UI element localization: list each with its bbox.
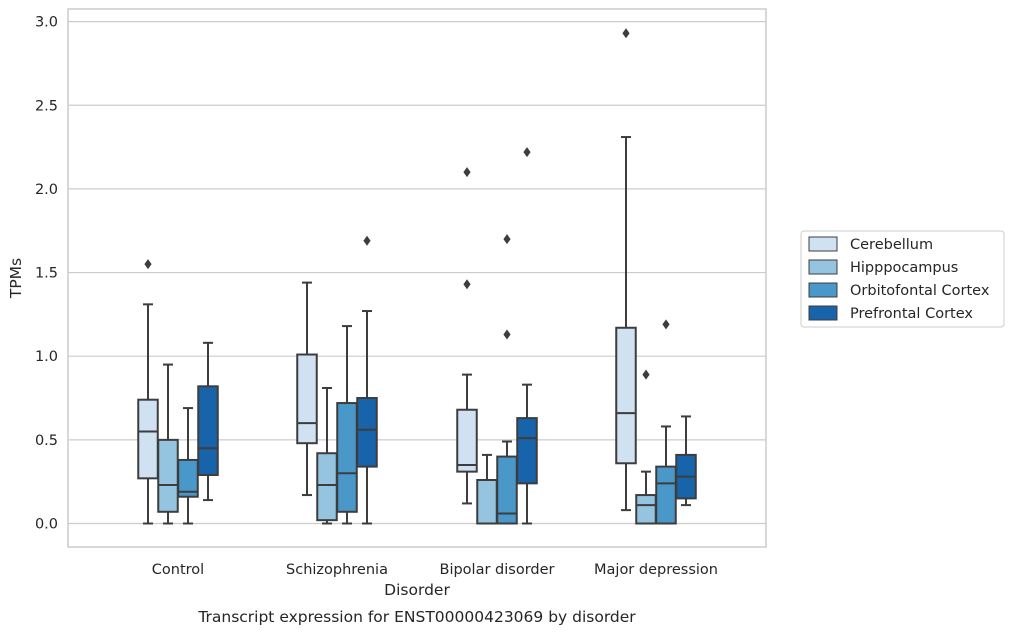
legend-label: Orbitofontal Cortex — [850, 283, 990, 299]
outlier-point — [363, 235, 371, 246]
box — [516, 147, 538, 525]
x-tick-label: Schizophrenia — [286, 562, 388, 578]
box — [476, 453, 498, 525]
y-tick-label: 2.5 — [35, 98, 58, 114]
box-body — [157, 438, 179, 513]
legend-item: Orbitofontal Cortex — [808, 282, 990, 299]
box-body — [296, 353, 318, 445]
legend-swatch — [808, 259, 838, 275]
outlier-point — [622, 28, 630, 39]
legend: Cerebellum Hipppocampus Orbitofontal Corte… — [800, 230, 1005, 328]
box-body — [197, 385, 219, 476]
outlier-point — [463, 279, 471, 290]
y-tick-label: 1.0 — [35, 349, 58, 365]
box-body — [456, 408, 478, 473]
legend-item: Cerebellum — [808, 236, 933, 253]
plot-frame — [67, 8, 767, 548]
box — [635, 369, 657, 525]
box — [675, 415, 697, 507]
y-tick-label: 0.5 — [35, 433, 58, 449]
box-body — [356, 397, 378, 468]
box — [296, 281, 318, 497]
y-axis-ticks: 0.0 0.5 1.0 1.5 2.0 2.5 3.0 — [35, 15, 58, 533]
box — [356, 235, 378, 525]
category-group — [456, 147, 538, 525]
box — [496, 234, 518, 525]
legend-label: Prefrontal Cortex — [850, 306, 973, 322]
box — [157, 363, 179, 525]
chart-caption: Transcript expression for ENST0000042306… — [197, 608, 636, 626]
outlier-point — [463, 167, 471, 178]
category-group — [615, 28, 697, 525]
box-groups — [137, 28, 697, 525]
box — [316, 386, 338, 525]
y-tick-label: 0.0 — [35, 517, 58, 533]
outlier-point — [144, 259, 152, 270]
legend-label: Hipppocampus — [850, 260, 958, 276]
box-body — [177, 458, 199, 498]
legend-swatch — [808, 305, 838, 321]
outlier-point — [503, 234, 511, 245]
box — [177, 407, 199, 525]
box-body — [496, 455, 518, 525]
outlier-point — [642, 369, 650, 380]
x-axis-label: Disorder — [384, 581, 450, 599]
box-body — [615, 326, 637, 465]
y-tick-label: 2.0 — [35, 182, 58, 198]
box-body — [336, 402, 358, 513]
legend-swatch — [808, 282, 838, 298]
box — [615, 28, 637, 512]
y-tick-label: 1.5 — [35, 266, 58, 282]
box-body — [316, 452, 338, 522]
legend-item: Hipppocampus — [808, 259, 958, 276]
box-body — [655, 465, 677, 525]
box-body — [516, 417, 538, 485]
box — [137, 259, 159, 525]
box-body — [137, 398, 159, 480]
outlier-point — [503, 329, 511, 340]
box — [197, 341, 219, 502]
x-axis-ticks: Control Schizophrenia Bipolar disorder Majo… — [152, 562, 718, 578]
category-group — [137, 259, 219, 525]
x-tick-label: Bipolar disorder — [440, 562, 555, 578]
x-tick-label: Major depression — [594, 562, 718, 578]
grid-lines — [68, 21, 766, 525]
legend-item: Prefrontal Cortex — [808, 305, 973, 322]
box-body — [635, 494, 657, 525]
box-body — [476, 479, 498, 525]
x-tick-label: Control — [152, 562, 204, 578]
outlier-point — [662, 319, 670, 330]
box — [456, 167, 478, 505]
legend-label: Cerebellum — [850, 237, 933, 253]
category-group — [296, 235, 378, 525]
y-axis-label: TPMs — [7, 258, 25, 299]
y-tick-label: 3.0 — [35, 15, 58, 31]
box — [655, 319, 677, 525]
outlier-point — [523, 147, 531, 158]
legend-frame — [800, 230, 1005, 328]
legend-swatch — [808, 236, 838, 252]
